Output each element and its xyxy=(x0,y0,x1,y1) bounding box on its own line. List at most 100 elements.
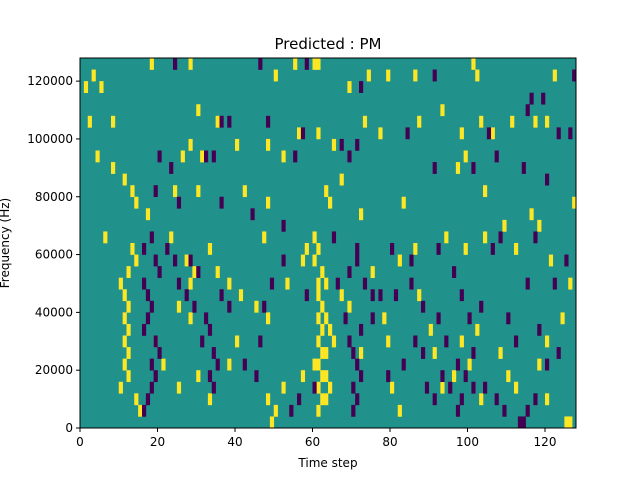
heatmap-cell-low xyxy=(525,104,530,117)
heatmap-cell-high xyxy=(192,266,197,278)
heatmap-cell-low xyxy=(142,243,147,255)
heatmap-cell-high xyxy=(324,312,329,325)
heatmap-cell-low xyxy=(355,243,360,255)
heatmap-cell-low xyxy=(142,404,147,417)
heatmap-cell-high xyxy=(370,266,375,278)
heatmap-cell-high xyxy=(266,196,271,209)
heatmap-cell-high xyxy=(401,196,406,209)
heatmap-cell-low xyxy=(448,381,453,394)
heatmap-cell-low xyxy=(157,266,162,278)
heatmap-cell-low xyxy=(556,127,561,140)
heatmap-cell-high xyxy=(254,300,259,313)
heatmap-cell-low xyxy=(436,243,441,255)
heatmap-cell-high xyxy=(188,277,193,290)
heatmap-cell-low xyxy=(281,254,286,267)
heatmap-cell-low xyxy=(463,370,468,383)
heatmap-cell-low xyxy=(145,312,151,325)
heatmap-cell-high xyxy=(122,335,127,348)
heatmap-cell-low xyxy=(258,58,263,70)
heatmap-cell-high xyxy=(312,58,317,70)
heatmap-cell-low xyxy=(142,277,147,290)
heatmap-cell-low xyxy=(370,289,375,302)
heatmap-cell-low xyxy=(459,393,464,406)
heatmap-cell-low xyxy=(459,289,464,302)
heatmap-cell-high xyxy=(564,416,569,429)
heatmap-cell-high xyxy=(180,150,185,163)
heatmap-cell-low xyxy=(405,127,410,140)
heatmap-cell-low xyxy=(545,173,550,186)
heatmap-cell-high xyxy=(331,138,337,151)
heatmap-cell-high xyxy=(266,138,271,151)
heatmap-cell-low xyxy=(254,370,259,383)
y-tick-label: 80000 xyxy=(35,190,73,204)
heatmap-cell-high xyxy=(130,185,135,198)
heatmap-cell-high xyxy=(126,300,131,313)
x-tick-label: 100 xyxy=(456,435,479,449)
heatmap-cell-high xyxy=(459,127,464,140)
heatmap-cell-low xyxy=(157,347,162,359)
heatmap-cell-high xyxy=(118,277,123,290)
heatmap-cell-high xyxy=(471,58,476,70)
heatmap-cell-high xyxy=(126,370,131,383)
heatmap-cell-high xyxy=(316,58,321,70)
heatmap-cell-high xyxy=(207,243,213,255)
heatmap-cell-high xyxy=(91,69,96,82)
heatmap-cell-high xyxy=(537,219,542,232)
heatmap-cell-low xyxy=(452,266,457,278)
heatmap-cell-high xyxy=(320,266,325,278)
heatmap-cell-high xyxy=(196,104,201,117)
heatmap-cell-low xyxy=(521,416,526,429)
heatmap-cell-low xyxy=(370,312,375,325)
heatmap-cell-low xyxy=(207,370,213,383)
heatmap-cell-low xyxy=(424,381,430,394)
heatmap-cell-high xyxy=(300,370,306,383)
heatmap-cell-low xyxy=(444,335,449,348)
plot-frame xyxy=(79,57,577,429)
heatmap-cell-low xyxy=(266,115,271,128)
heatmap-cell-high xyxy=(572,196,577,209)
y-axis-label: Frequency (Hz) xyxy=(0,198,12,289)
heatmap-cell-high xyxy=(126,347,131,359)
heatmap-cell-high xyxy=(316,127,321,140)
heatmap-cell-high xyxy=(347,300,352,313)
heatmap-cell-low xyxy=(432,393,437,406)
heatmap-cell-low xyxy=(421,347,426,359)
heatmap-cell-high xyxy=(145,208,151,221)
heatmap-cell-low xyxy=(347,335,352,348)
heatmap-cell-high xyxy=(498,347,503,359)
heatmap-cell-high xyxy=(297,127,302,140)
heatmap-cell-low xyxy=(393,289,399,302)
heatmap-cell-low xyxy=(204,150,209,163)
heatmap-cell-low xyxy=(556,347,561,359)
heatmap-cell-low xyxy=(215,358,220,371)
heatmap-cell-high xyxy=(316,404,321,417)
heatmap-cell-high xyxy=(475,69,480,82)
heatmap-cell-high xyxy=(467,358,472,371)
heatmap-cell-high xyxy=(483,231,488,244)
heatmap-cell-high xyxy=(328,323,333,336)
heatmap-cell-high xyxy=(378,127,383,140)
heatmap-cell-high xyxy=(417,115,422,128)
heatmap-cell-high xyxy=(545,393,550,406)
heatmap-cell-low xyxy=(153,185,158,198)
y-tick-label: 40000 xyxy=(35,305,73,319)
heatmap-cell-low xyxy=(390,243,395,255)
heatmap-cell-low xyxy=(564,254,569,267)
heatmap-cell-low xyxy=(471,162,476,174)
heatmap-cell-high xyxy=(316,381,321,394)
heatmap-cell-low xyxy=(219,196,224,209)
heatmap-cell-low xyxy=(343,312,348,325)
heatmap-cell-low xyxy=(525,277,530,290)
heatmap-cell-high xyxy=(328,381,333,394)
heatmap-cell-high xyxy=(215,266,220,278)
heatmap-cell-low xyxy=(149,358,154,371)
heatmap-cell-high xyxy=(188,58,193,70)
heatmap-cell-low xyxy=(211,150,216,163)
heatmap-cell-high xyxy=(122,312,127,325)
heatmap-cell-high xyxy=(514,243,519,255)
heatmap-cell-low xyxy=(145,289,151,302)
heatmap-cell-low xyxy=(533,231,538,244)
heatmap-cell-high xyxy=(83,81,89,93)
heatmap-cell-high xyxy=(196,370,201,383)
heatmap-cell-low xyxy=(359,323,364,336)
